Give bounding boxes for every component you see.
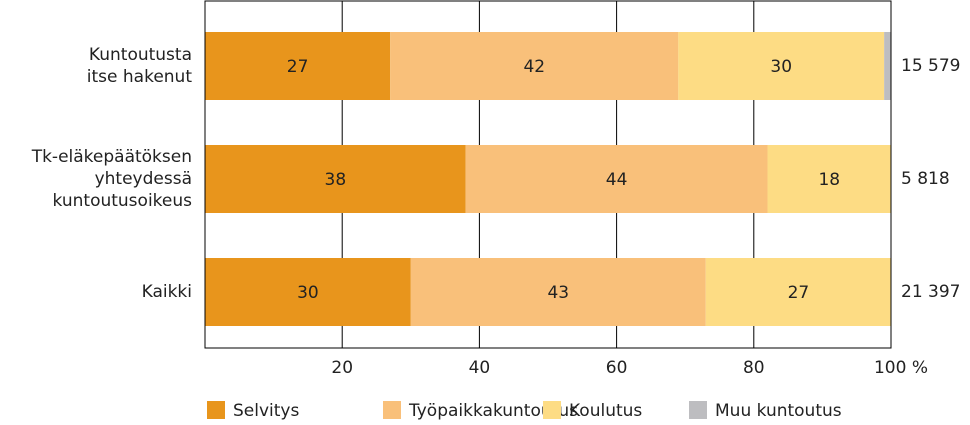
value-label: 38 xyxy=(325,170,347,190)
bar-segment xyxy=(705,258,891,326)
legend-swatch xyxy=(383,401,401,419)
x-tick-label: 100 % xyxy=(874,358,928,378)
legend-label: Työpaikkakuntoutus xyxy=(408,401,578,421)
value-label: 30 xyxy=(297,283,319,303)
y-tick-label: itse hakenut xyxy=(87,67,193,87)
value-label: 30 xyxy=(770,57,792,77)
bar-segment xyxy=(678,32,885,100)
x-tick-label: 60 xyxy=(606,358,628,378)
bar-segment xyxy=(205,145,466,213)
y-tick-label: Kuntoutusta xyxy=(89,45,192,65)
total-label: 15 579 xyxy=(901,56,960,76)
bar-segment xyxy=(767,145,891,213)
total-label: 21 397 xyxy=(901,282,960,302)
bar-segment xyxy=(465,145,768,213)
bar-segment xyxy=(205,32,391,100)
total-label: 5 818 xyxy=(901,169,950,189)
legend-swatch xyxy=(207,401,225,419)
y-tick-label: kuntoutusoikeus xyxy=(53,191,193,211)
y-tick-label: Tk-eläkepäätöksen xyxy=(31,147,192,167)
legend-swatch xyxy=(689,401,707,419)
legend-label: Koulutus xyxy=(569,401,642,421)
legend-label: Muu kuntoutus xyxy=(715,401,842,421)
value-label: 42 xyxy=(523,57,545,77)
legend-label: Selvitys xyxy=(233,401,299,421)
value-label: 18 xyxy=(818,170,840,190)
legend-swatch xyxy=(543,401,561,419)
value-label: 44 xyxy=(606,170,628,190)
bar-segment xyxy=(884,32,891,100)
value-label: 43 xyxy=(547,283,569,303)
y-tick-label: Kaikki xyxy=(142,282,192,302)
y-tick-label: yhteydessä xyxy=(95,169,192,189)
bar-segment xyxy=(390,32,679,100)
bar-segment xyxy=(205,258,411,326)
bar-segment xyxy=(410,258,706,326)
x-tick-label: 40 xyxy=(469,358,491,378)
x-tick-label: 80 xyxy=(743,358,765,378)
plot-frame xyxy=(204,0,892,349)
x-tick-label: 20 xyxy=(331,358,353,378)
value-label: 27 xyxy=(788,283,810,303)
value-label: 27 xyxy=(287,57,309,77)
